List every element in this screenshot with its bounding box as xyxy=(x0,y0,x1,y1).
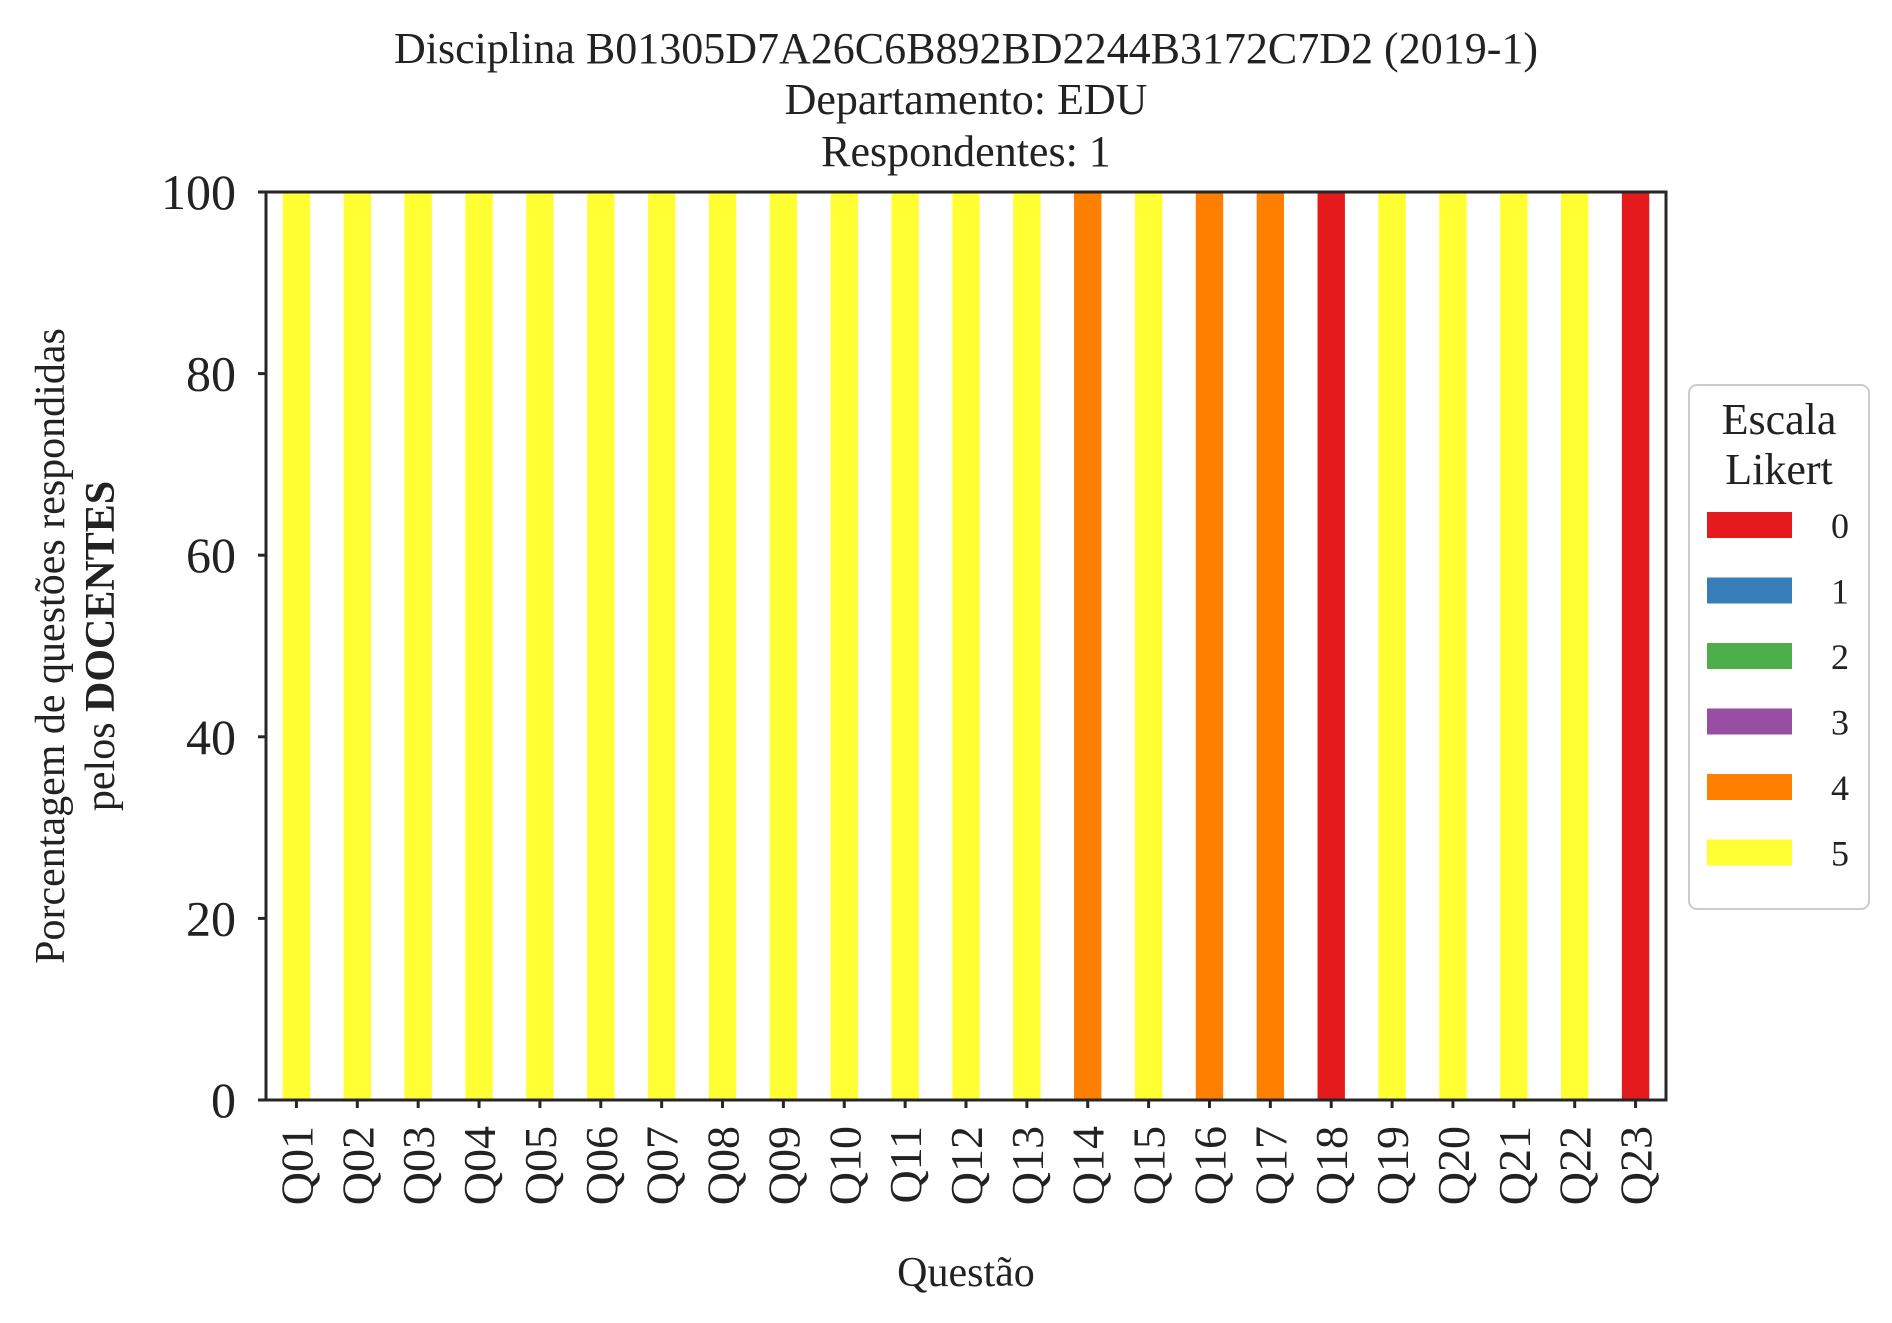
x-tick-label: Q20 xyxy=(1428,1126,1479,1205)
bar-Q06-level-5 xyxy=(587,192,615,1100)
x-tick-label: Q18 xyxy=(1306,1126,1357,1205)
bar-Q13-level-5 xyxy=(1013,192,1041,1100)
bar-Q19-level-5 xyxy=(1378,192,1406,1100)
bar-Q20-level-5 xyxy=(1439,192,1467,1100)
y-axis-label-bold: DOCENTES xyxy=(78,481,124,712)
y-axis-label-line-2: pelos DOCENTES xyxy=(78,481,124,811)
bar-Q12-level-5 xyxy=(952,192,980,1100)
bar-Q17-level-4 xyxy=(1256,192,1285,1100)
bar-Q14-level-4 xyxy=(1074,192,1102,1100)
y-axis-ticks: 0 20 40 60 80 100 xyxy=(161,164,266,1128)
legend-swatch-2 xyxy=(1707,643,1792,669)
legend-label-3: 3 xyxy=(1831,703,1849,743)
y-tick-label: 60 xyxy=(186,527,236,583)
x-tick-label: Q02 xyxy=(332,1126,383,1205)
x-tick-label: Q15 xyxy=(1124,1126,1175,1205)
x-tick-label: Q16 xyxy=(1184,1126,1235,1205)
legend-label-1: 1 xyxy=(1831,572,1849,612)
legend-swatch-3 xyxy=(1707,708,1792,735)
chart-title-line-1: Disciplina B01305D7A26C6B892BD2244B3172C… xyxy=(394,24,1538,73)
bar-Q03-level-5 xyxy=(404,192,432,1100)
legend-label-5: 5 xyxy=(1831,834,1849,874)
x-tick-label: Q14 xyxy=(1063,1126,1114,1205)
legend-items: 0 1 2 3 4 5 xyxy=(1707,506,1849,874)
legend-swatch-5 xyxy=(1707,839,1792,866)
legend-swatch-0 xyxy=(1707,512,1792,538)
bar-Q21-level-5 xyxy=(1500,192,1528,1100)
y-tick-label: 0 xyxy=(211,1072,236,1128)
x-tick-label: Q08 xyxy=(698,1126,749,1205)
y-axis-label-prefix: pelos xyxy=(78,712,124,811)
x-tick-label: Q11 xyxy=(880,1126,931,1204)
y-tick-label: 80 xyxy=(186,346,236,402)
y-axis-label-line-1: Porcentagem de questões respondidas xyxy=(28,328,74,964)
x-tick-label: Q22 xyxy=(1550,1126,1601,1205)
bar-Q16-level-4 xyxy=(1195,192,1224,1100)
chart-title-line-2: Departamento: EDU xyxy=(785,75,1148,124)
bar-Q07-level-5 xyxy=(647,192,676,1100)
bar-Q23-level-0 xyxy=(1621,192,1650,1100)
x-tick-label: Q19 xyxy=(1367,1126,1418,1205)
bar-Q09-level-5 xyxy=(769,192,798,1100)
bar-Q08-level-5 xyxy=(708,192,737,1100)
x-axis-label: Questão xyxy=(897,1250,1035,1296)
bar-Q01-level-5 xyxy=(282,192,311,1100)
bar-Q22-level-5 xyxy=(1561,192,1589,1100)
legend-label-2: 2 xyxy=(1831,637,1849,677)
x-tick-label: Q09 xyxy=(758,1126,809,1205)
y-axis-label: Porcentagem de questões respondidas pelo… xyxy=(28,328,124,964)
bar-Q02-level-5 xyxy=(343,192,371,1100)
chart-title: Disciplina B01305D7A26C6B892BD2244B3172C… xyxy=(394,24,1538,176)
bar-Q18-level-0 xyxy=(1317,192,1345,1100)
x-tick-label: Q05 xyxy=(515,1126,566,1205)
legend-swatch-4 xyxy=(1707,774,1792,800)
legend-title-line-2: Likert xyxy=(1725,445,1833,494)
x-tick-label: Q12 xyxy=(941,1126,992,1205)
bar-Q11-level-5 xyxy=(891,192,919,1100)
y-tick-label: 100 xyxy=(161,164,236,220)
x-tick-label: Q01 xyxy=(271,1126,322,1205)
bar-Q04-level-5 xyxy=(465,192,493,1100)
x-tick-label: Q03 xyxy=(393,1126,444,1205)
y-tick-label: 20 xyxy=(186,890,236,946)
x-tick-label: Q17 xyxy=(1245,1126,1296,1205)
legend-label-4: 4 xyxy=(1831,768,1849,808)
x-tick-label: Q21 xyxy=(1489,1126,1540,1205)
bar-Q15-level-5 xyxy=(1134,192,1163,1100)
y-tick-label: 40 xyxy=(186,709,236,765)
legend-title-line-1: Escala xyxy=(1722,395,1837,444)
x-tick-label: Q04 xyxy=(454,1126,505,1205)
legend: Escala Likert 0 1 2 3 4 5 xyxy=(1688,384,1870,910)
bars-group xyxy=(282,192,1650,1100)
legend-swatch-1 xyxy=(1707,577,1792,604)
x-tick-label: Q07 xyxy=(637,1126,688,1205)
x-tick-label: Q23 xyxy=(1611,1126,1662,1205)
legend-label-0: 0 xyxy=(1831,506,1849,546)
x-tick-label: Q06 xyxy=(576,1126,627,1205)
bar-Q05-level-5 xyxy=(526,192,554,1100)
x-tick-label: Q13 xyxy=(1002,1126,1053,1205)
bar-Q10-level-5 xyxy=(830,192,858,1100)
chart-title-line-3: Respondentes: 1 xyxy=(821,127,1111,176)
x-tick-label: Q10 xyxy=(819,1126,870,1205)
x-axis-ticks: Q01 Q02 Q03 Q04 Q05 Q06 Q07 Q08 Q09 Q10 Q11 Q12 Q13 Q… xyxy=(271,1100,1662,1205)
